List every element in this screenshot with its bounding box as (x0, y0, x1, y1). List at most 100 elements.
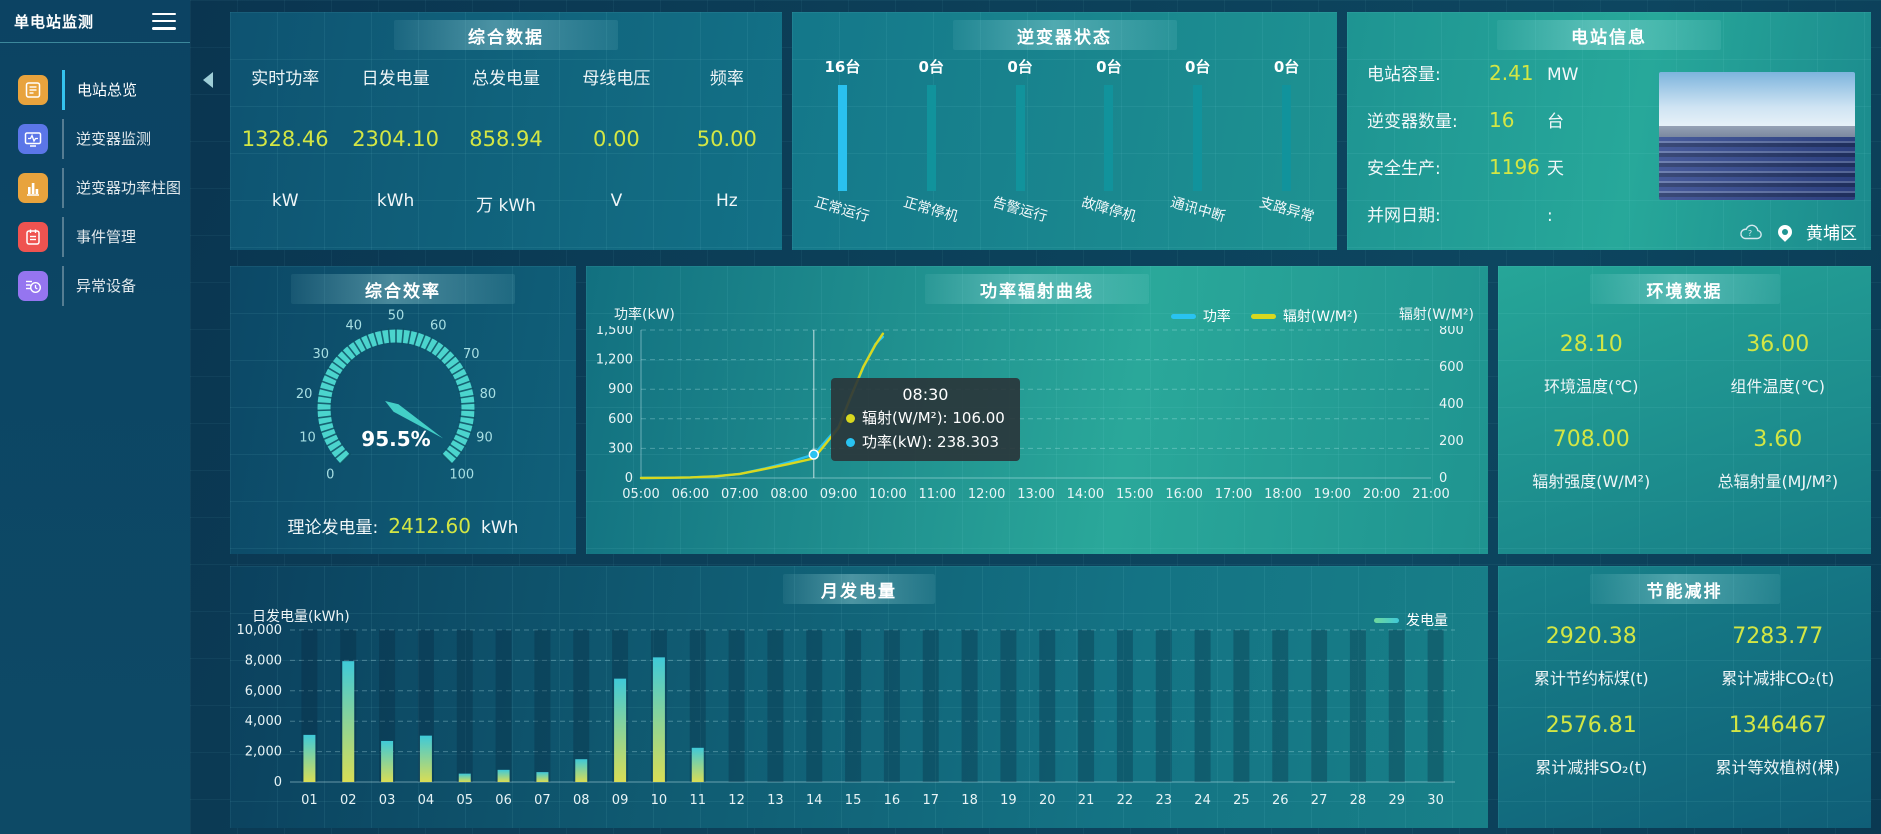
inverter-count: 0台 (918, 58, 944, 76)
legend-marker (1374, 617, 1399, 623)
svg-text:12:00: 12:00 (968, 487, 1005, 502)
svg-text:10: 10 (651, 793, 668, 808)
inverter-bar (1193, 85, 1203, 191)
environment-metric-label: 组件温度(℃) (1730, 377, 1825, 396)
panel-title: 环境数据 (1589, 274, 1780, 304)
station-info-value: 2.41 (1489, 61, 1534, 85)
legend-item[interactable]: 发电量 (1374, 610, 1448, 630)
inverter-bar (926, 85, 936, 191)
metric-value: 2304.10 (352, 127, 440, 151)
svg-text:8,000: 8,000 (245, 653, 282, 668)
inverter-state-label: 正常停机 (901, 194, 961, 226)
sidebar-item-5[interactable]: 异常设备 (0, 261, 190, 310)
svg-text:800: 800 (1439, 326, 1464, 338)
panel-monthly-generation: 月发电量 日发电量(kWh) 发电量 10,000 8,000 6,000 4,000… (230, 566, 1488, 828)
saving-metric: 2576.81 累计减排SO₂(t) (1498, 713, 1685, 778)
svg-text:15: 15 (845, 793, 862, 808)
svg-text:0: 0 (326, 467, 334, 482)
legend-item[interactable]: 辐射(W/M²) (1250, 306, 1358, 326)
metric-unit: 万 kWh (476, 196, 536, 216)
panel-environment: 环境数据 28.10 环境温度(℃) 36.00 组件温度(℃) 708.00 辐射强度(… (1498, 266, 1871, 554)
environment-metric-value: 3.60 (1753, 427, 1803, 452)
svg-text:300: 300 (608, 441, 633, 456)
svg-text:16:00: 16:00 (1165, 487, 1202, 502)
active-indicator (62, 69, 65, 110)
svg-text:20: 20 (1039, 793, 1056, 808)
panel-title: 逆变器状态 (952, 20, 1177, 50)
inverter-count: 0台 (1007, 58, 1033, 76)
panel-title-text: 电站信息 (1571, 27, 1647, 48)
panel-title: 节能减排 (1589, 574, 1780, 604)
bar-chart-legend: 发电量 (1374, 610, 1448, 630)
sidebar-divider (0, 42, 190, 43)
panel-title-text: 逆变器状态 (1017, 27, 1112, 48)
sidebar-item-4[interactable]: 事件管理 (0, 212, 190, 261)
saving-metric-label: 累计节约标煤(t) (1533, 669, 1649, 688)
inverter-state-label: 告警运行 (990, 194, 1049, 226)
tooltip-row-text: 辐射(W/M²): 106.00 (862, 409, 1005, 427)
environment-metric: 28.10 环境温度(℃) (1498, 332, 1685, 397)
sidebar-item-3[interactable]: 逆变器功率柱图 (0, 163, 190, 212)
svg-text:15:00: 15:00 (1116, 487, 1153, 502)
svg-text:17: 17 (922, 793, 939, 808)
legend-label: 发电量 (1406, 613, 1448, 629)
svg-text:19: 19 (1000, 793, 1017, 808)
saving-metric-label: 累计减排SO₂(t) (1535, 758, 1648, 777)
station-info-row: 安全生产: 1196 天 (1367, 154, 1578, 201)
inverter-state-label: 故障停机 (1079, 194, 1138, 226)
svg-text:40: 40 (346, 319, 363, 334)
inverter-bar (1015, 85, 1025, 191)
svg-text:14:00: 14:00 (1067, 487, 1104, 502)
active-indicator (62, 167, 64, 208)
svg-text:50: 50 (388, 309, 405, 324)
station-info-unit: 台 (1547, 112, 1564, 132)
environment-metric-value: 36.00 (1746, 332, 1810, 357)
svg-text:13:00: 13:00 (1017, 487, 1054, 502)
metric-value: 0.00 (593, 127, 640, 151)
right-axis-title: 辐射(W/M²) (1398, 307, 1474, 323)
efficiency-gauge-chart[interactable]: 0 10 20 30 40 50 60 70 80 90 100 95.5% (230, 308, 576, 500)
tooltip-time: 08:30 (902, 385, 949, 404)
svg-text:900: 900 (608, 382, 633, 397)
panel-inverter-status: 逆变器状态 16台 正常运行 0台 正常停机 0台 告警运行 0台 故障停机 0台 通讯中断 0台支… (792, 12, 1337, 250)
saving-metric-value: 2576.81 (1545, 713, 1637, 738)
legend-item[interactable]: 功率 (1170, 306, 1231, 326)
svg-text:10: 10 (299, 430, 316, 445)
svg-text:07:00: 07:00 (721, 487, 758, 502)
collapse-panel-arrow[interactable] (203, 72, 213, 88)
svg-text:09: 09 (612, 793, 629, 808)
svg-text:600: 600 (1439, 360, 1464, 375)
svg-text:0: 0 (625, 471, 633, 486)
sidebar-item-2[interactable]: 逆变器监测 (0, 114, 190, 163)
tooltip-row: 辐射(W/M²): 106.00 (846, 406, 1005, 430)
summary-metric: 总发电量 858.94 万 kWh (451, 64, 561, 216)
station-footer: ? 黄埔区 (1738, 219, 1857, 244)
station-info-value: 1196 (1489, 155, 1540, 179)
theoretical-generation: 理论发电量: 2412.60 kWh (230, 513, 576, 538)
environment-metric: 3.60 总辐射量(MJ/M²) (1685, 427, 1872, 492)
environment-metric: 36.00 组件温度(℃) (1685, 332, 1872, 397)
svg-text:01: 01 (301, 793, 318, 808)
environment-metric-value: 28.10 (1559, 332, 1623, 357)
monthly-generation-chart[interactable]: 10,000 8,000 6,000 4,000 2,000 0 01 02 03 04 05 06 0… (230, 624, 1488, 820)
sidebar-item-1[interactable]: 电站总览 (0, 65, 190, 114)
svg-text:100: 100 (449, 467, 474, 482)
summary-metric: 母线电压 0.00 V (561, 64, 671, 216)
svg-text:60: 60 (430, 319, 447, 334)
inverter-status-item: 0台告警运行 (976, 56, 1065, 225)
inverter-state-label: 正常运行 (813, 194, 872, 226)
dashboard-main: 综合数据 实时功率 1328.46 kW 日发电量 2304.10 kWh 总发电量 858.… (190, 0, 1881, 834)
weather-icon[interactable]: ? (1738, 222, 1764, 242)
sidebar-item-label: 电站总览 (77, 81, 138, 99)
svg-text:08: 08 (573, 793, 590, 808)
svg-text:0: 0 (1439, 471, 1447, 486)
theoretical-value: 2412.60 (388, 514, 471, 538)
station-info-row: 并网日期:: (1367, 201, 1578, 248)
inverter-count: 0台 (1096, 58, 1122, 76)
svg-text:90: 90 (476, 430, 493, 445)
environment-metrics: 28.10 环境温度(℃) 36.00 组件温度(℃) 708.00 辐射强度(W/M²)… (1498, 332, 1871, 492)
menu-toggle-icon[interactable] (152, 12, 176, 30)
location-pin-icon (1775, 221, 1795, 242)
panel-title: 综合效率 (291, 274, 515, 304)
